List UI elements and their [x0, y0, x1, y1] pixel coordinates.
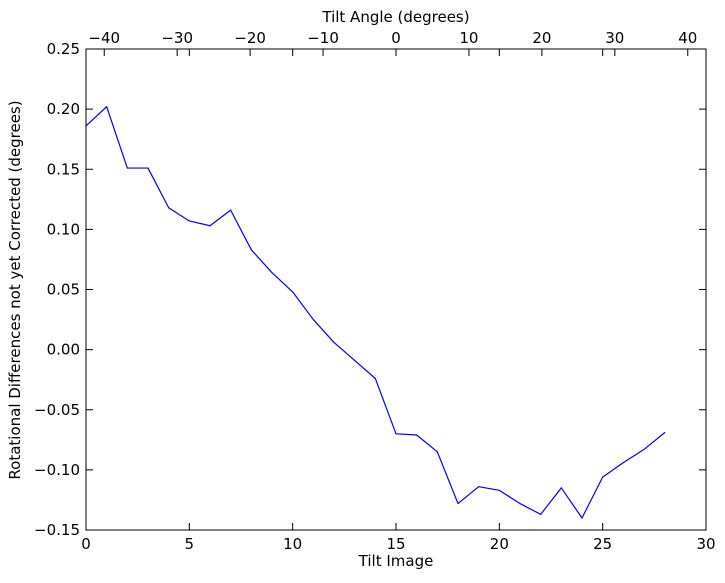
x-tick-label: 0: [81, 535, 91, 553]
x2-tick-label: −20: [234, 29, 266, 47]
y-tick-label: 0.10: [47, 220, 80, 238]
data-point: [540, 513, 542, 515]
data-point: [374, 377, 376, 380]
y-tick-label: 0.05: [47, 281, 80, 299]
data-point: [602, 476, 604, 478]
data-point: [436, 451, 438, 453]
x2-tick-label: 10: [459, 29, 478, 47]
x2-tick-label: −30: [161, 29, 193, 47]
plot-area: [86, 49, 706, 530]
plot-frame: [85, 48, 707, 531]
x2-tick-label: −10: [307, 29, 339, 47]
x2-tick-label: 0: [391, 29, 401, 47]
data-point: [457, 502, 459, 505]
x-tick-label: 25: [593, 535, 612, 553]
data-point: [416, 434, 418, 436]
data-point: [664, 432, 666, 434]
x-axis-label: Tilt Image: [358, 552, 434, 570]
y-tick-label: 0.15: [47, 160, 80, 178]
x2-axis-label: Tilt Angle (degrees): [321, 8, 469, 26]
data-point: [250, 249, 252, 251]
data-point: [106, 106, 108, 108]
x-tick-label: 15: [386, 535, 405, 553]
y-axis-label: Rotational Differences not yet Corrected…: [6, 100, 24, 479]
series-layer: [85, 106, 666, 519]
data-point: [478, 486, 480, 488]
data-point: [126, 167, 128, 169]
data-point: [292, 291, 294, 293]
data-point: [498, 489, 500, 491]
x-tick-label: 5: [185, 535, 195, 553]
x-tick-label: 30: [696, 535, 715, 553]
data-point: [333, 341, 335, 344]
ticks-layer: 0 5 10 15 20 25 30 −0.15 −0.10 −0.05 0.00 0.05 0.10 0…: [34, 29, 716, 553]
y-tick-label: 0.00: [47, 341, 80, 359]
data-point: [230, 209, 232, 211]
x2-tick-label: 30: [605, 29, 624, 47]
data-point: [188, 220, 190, 222]
data-point: [271, 272, 273, 274]
data-point: [519, 502, 521, 505]
y-tick-label: −0.10: [34, 461, 80, 479]
x-tick-label: 10: [283, 535, 302, 553]
x2-tick-label: 40: [678, 29, 697, 47]
y-tick-label: −0.05: [34, 401, 80, 419]
data-point: [581, 517, 583, 519]
x2-tick-label: −40: [88, 29, 120, 47]
data-point: [643, 448, 645, 451]
y-tick-label: −0.15: [34, 521, 80, 539]
data-point: [168, 207, 170, 209]
data-point: [312, 318, 314, 321]
data-point: [395, 433, 397, 435]
y-tick-label: 0.20: [47, 100, 80, 118]
data-point: [147, 167, 149, 169]
data-point: [622, 462, 624, 464]
data-point: [209, 225, 211, 227]
x2-tick-label: 20: [532, 29, 551, 47]
x-tick-label: 20: [490, 535, 509, 553]
y-tick-label: 0.25: [47, 40, 80, 58]
data-point: [560, 487, 562, 489]
data-point: [354, 359, 356, 362]
